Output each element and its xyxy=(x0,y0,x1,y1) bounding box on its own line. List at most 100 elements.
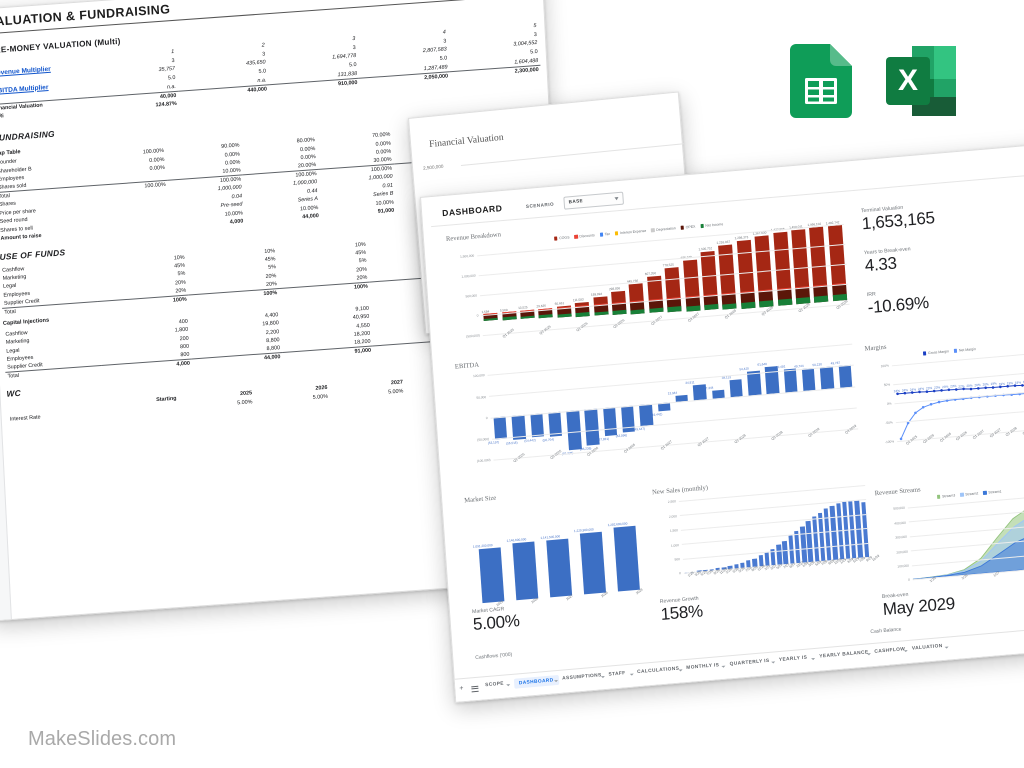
new-sales-panel[interactable]: New Sales (monthly) 2,500 2,000 1,500 1,000… xyxy=(652,471,880,623)
bar xyxy=(782,540,789,565)
bar xyxy=(772,231,791,290)
legend-label: Stream2 xyxy=(965,491,979,497)
data-label: 19% xyxy=(1014,380,1022,385)
market-size-panel[interactable]: Market Size 1,091,200,000 1,146,600,000 1,… xyxy=(464,482,653,635)
margins-lines xyxy=(896,382,1024,441)
kpi-years-to-breakeven: Years to Break-even 4.33 xyxy=(863,246,911,276)
bar-segment-opex xyxy=(813,285,829,303)
sheet-tab-dashboard[interactable]: DASHBOARD xyxy=(513,674,559,689)
data-label: 19% xyxy=(998,381,1006,387)
bar xyxy=(718,244,736,295)
chevron-down-icon[interactable] xyxy=(505,683,511,686)
bar xyxy=(629,283,645,303)
kpi-irr: IRR -10.69% xyxy=(866,291,930,318)
chevron-down-icon[interactable] xyxy=(721,665,726,668)
scenario-dropdown[interactable]: BASE xyxy=(563,191,625,210)
legend-label: OPEX xyxy=(685,224,696,230)
data-label: 19% xyxy=(990,381,997,387)
bar-segment-net-income xyxy=(630,308,645,314)
sheet-tab-scope[interactable]: SCOPE xyxy=(485,681,505,689)
sheet-tab-assumptions[interactable]: ASSUMPTIONS xyxy=(562,673,602,682)
chevron-down-icon[interactable] xyxy=(903,649,909,652)
bar-segment-opex xyxy=(703,294,719,311)
bar xyxy=(479,547,505,604)
bar xyxy=(664,267,681,300)
kpi-panel: Terminal Valuation 1,653,165 Years to Br… xyxy=(861,193,1024,328)
chevron-down-icon[interactable] xyxy=(600,675,605,678)
legend-label: Net Margin xyxy=(958,347,977,353)
legend-swatch xyxy=(960,492,964,497)
sheet-tab-yearly-balance[interactable]: YEARLY BALANCE xyxy=(819,650,869,660)
google-sheets-icon[interactable] xyxy=(790,44,852,118)
sheet-tab-staff[interactable]: STAFF xyxy=(608,671,626,678)
data-label: 34,911 xyxy=(685,379,695,385)
legend-item: Tax xyxy=(599,232,610,237)
legend-item: Stream3 xyxy=(937,493,955,499)
cashflow-note: Cashflows ('000) xyxy=(475,651,513,661)
bar-segment-net-income xyxy=(557,313,572,318)
bar xyxy=(580,532,607,595)
sheet-tab-cashflow[interactable]: CASHFLOW xyxy=(874,647,906,655)
y-tick-label: 0 xyxy=(907,577,910,583)
bar-segment-net-income xyxy=(502,316,517,321)
chevron-down-icon[interactable] xyxy=(944,646,949,649)
chevron-down-icon[interactable] xyxy=(770,660,776,664)
y-tick-label: 0 xyxy=(476,313,479,318)
legend-item: Interest Expense xyxy=(614,229,646,236)
legend-swatch xyxy=(700,224,704,228)
bar-segment-net-income xyxy=(685,305,701,312)
chevron-down-icon[interactable] xyxy=(866,652,871,656)
data-label: 17,344 xyxy=(703,385,714,391)
legend-item: Depreciation xyxy=(651,226,676,233)
sheet-tab-quarterly-is[interactable]: QUARTERLY IS xyxy=(729,658,770,668)
y-tick-label: 100% xyxy=(880,363,890,369)
dashboard-title: DASHBOARD xyxy=(441,203,503,219)
data-label: 24% xyxy=(901,387,909,393)
scenario-value: BASE xyxy=(568,198,584,205)
dashboard-sheet[interactable]: DASHBOARD SCENARIO BASE Revenue Breakdow… xyxy=(420,142,1024,703)
financial-valuation-title: Financial Valuation xyxy=(428,131,504,151)
bar-segment-opex xyxy=(666,298,682,313)
add-sheet-icon[interactable]: + xyxy=(459,685,464,693)
revenue-breakdown-panel[interactable]: Revenue Breakdown COGS Discounts Tax Intere… xyxy=(446,202,853,356)
data-label: 54,420 xyxy=(739,366,749,372)
data-label: 24% xyxy=(893,388,901,394)
kpi-market-cagr: Market CAGR 5.00% xyxy=(471,606,521,635)
data-label: (67,821) xyxy=(597,437,610,443)
sheet-tab-bar[interactable]: + SCOPE DASHBOARD ASSUMPTIONS STAFF CALCULAT… xyxy=(454,624,1024,702)
sheet-tab-yearly-is[interactable]: YEARLY IS xyxy=(778,655,808,664)
sheet-tab-valuation[interactable]: VALUATION xyxy=(911,644,943,652)
data-label: 24% xyxy=(909,387,917,392)
ebitda-panel[interactable]: EBITDA (53,197) (56,516) (54,442) (56,754)(… xyxy=(455,329,862,488)
y-tick-label: -100% xyxy=(884,439,895,445)
data-label: 61,640 xyxy=(757,362,768,368)
legend-item: OPEX xyxy=(680,224,696,230)
y-tick-label: 500 xyxy=(674,557,681,562)
y-tick-label: (100,000) xyxy=(476,458,491,464)
bar-segment-net-income xyxy=(538,314,554,319)
chevron-down-icon[interactable] xyxy=(554,679,559,683)
chevron-down-icon xyxy=(614,197,619,201)
legend-swatch xyxy=(614,231,619,236)
revenue-streams-panel[interactable]: Revenue Streams Stream3 Stream2 Stream1 50… xyxy=(875,474,1024,619)
chevron-down-icon[interactable] xyxy=(629,673,634,676)
margins-panel[interactable]: Margins Gross Margin Net Margin 24% 24% 24%… xyxy=(864,329,1024,470)
bar-segment-net-income xyxy=(667,306,682,313)
legend-swatch xyxy=(922,351,927,356)
legend-item: Net Income xyxy=(700,222,723,228)
microsoft-excel-icon[interactable]: X xyxy=(884,44,958,118)
bar-segment-opex xyxy=(776,288,792,306)
data-label: (56,754) xyxy=(542,437,555,443)
legend-item: Discounts xyxy=(574,233,595,239)
sheet-tab-calculations[interactable]: CALCULATIONS xyxy=(637,666,680,676)
sheet-tab-monthly-is[interactable]: MONTHLY IS xyxy=(686,663,720,671)
y-tick-label: 200,000 xyxy=(896,549,908,555)
all-sheets-icon[interactable] xyxy=(471,685,479,692)
scenario-label: SCENARIO xyxy=(525,201,555,209)
legend-swatch xyxy=(651,228,655,233)
chevron-down-icon[interactable] xyxy=(811,657,816,660)
chevron-down-icon[interactable] xyxy=(678,668,683,672)
bar xyxy=(809,227,828,287)
legend-label: Discounts xyxy=(579,233,595,239)
